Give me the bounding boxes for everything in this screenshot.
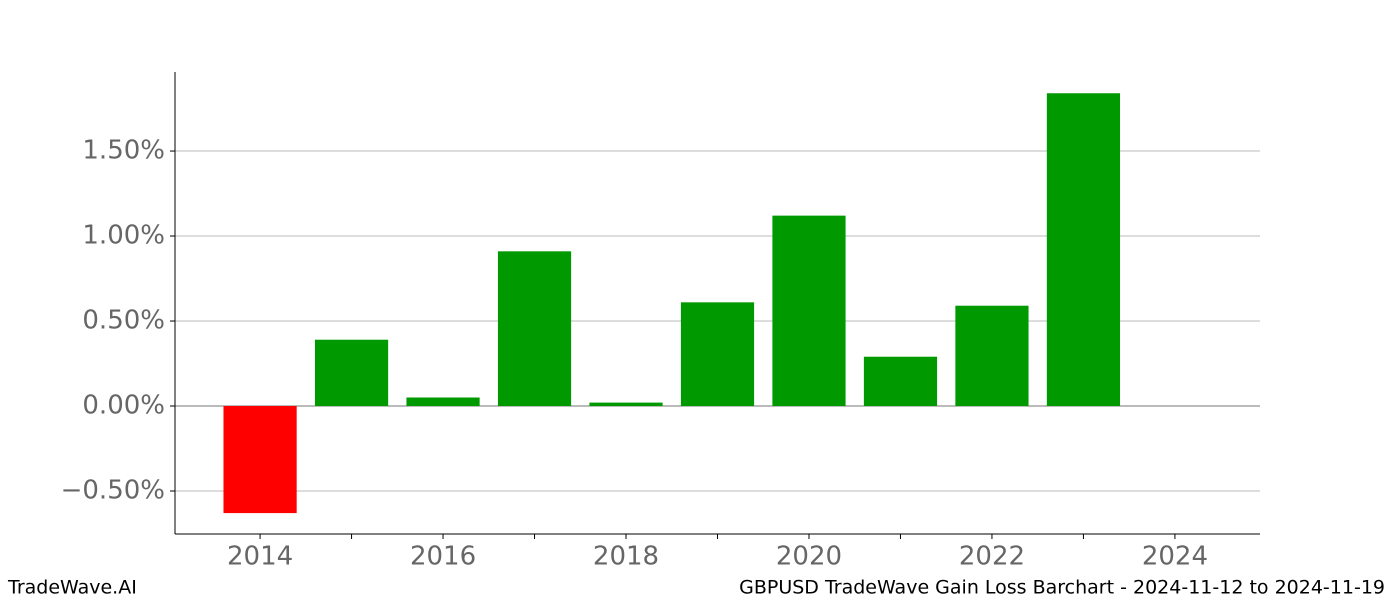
bar (955, 305, 1029, 407)
y-tick-label: 0.50% (82, 306, 165, 336)
bar (406, 397, 480, 407)
bar (863, 356, 938, 407)
x-tick-label: 2022 (959, 542, 1025, 572)
y-tick-label: 0.00% (82, 391, 165, 421)
x-tick-label: 2018 (593, 542, 659, 572)
x-tick-label: 2016 (410, 542, 476, 572)
bar (680, 302, 755, 407)
bar (497, 251, 572, 407)
bar (1046, 93, 1121, 407)
bar (772, 215, 846, 407)
chart-title: GBPUSD TradeWave Gain Loss Barchart - 20… (739, 577, 1385, 599)
watermark: TradeWave.AI (7, 577, 137, 599)
x-tick-label: 2014 (227, 542, 293, 572)
y-tick-label: 1.00% (82, 221, 165, 251)
y-tick-label: 1.50% (82, 136, 165, 166)
y-tick-label: −0.50% (61, 475, 165, 505)
x-tick-label: 2020 (776, 542, 842, 572)
bar (589, 402, 663, 407)
x-tick-label: 2024 (1142, 542, 1208, 572)
bar (223, 406, 297, 514)
bar (314, 339, 389, 407)
